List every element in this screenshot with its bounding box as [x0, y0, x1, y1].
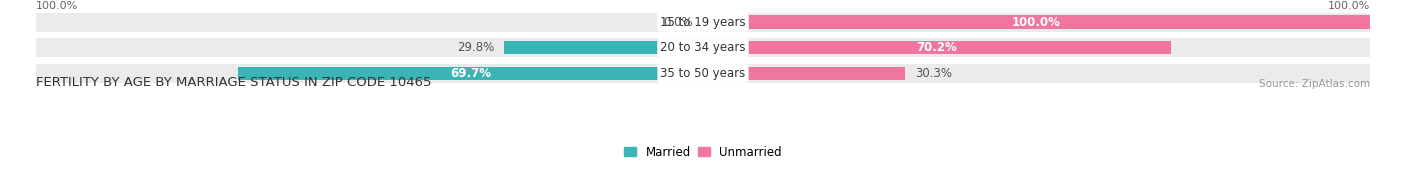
Text: 100.0%: 100.0%: [1012, 16, 1062, 29]
Bar: [703, 67, 905, 80]
Legend: Married, Unmarried: Married, Unmarried: [620, 141, 786, 163]
Text: 69.7%: 69.7%: [450, 67, 491, 80]
Text: 100.0%: 100.0%: [1327, 1, 1369, 11]
Text: 0.0%: 0.0%: [664, 16, 693, 29]
Bar: [37, 38, 1369, 57]
Text: 100.0%: 100.0%: [37, 1, 79, 11]
Bar: [238, 67, 703, 80]
Bar: [37, 13, 1369, 32]
Bar: [703, 15, 1369, 29]
Bar: [505, 41, 703, 54]
Text: FERTILITY BY AGE BY MARRIAGE STATUS IN ZIP CODE 10465: FERTILITY BY AGE BY MARRIAGE STATUS IN Z…: [37, 76, 432, 89]
Bar: [37, 64, 1369, 83]
Text: 70.2%: 70.2%: [917, 41, 957, 54]
Text: 35 to 50 years: 35 to 50 years: [661, 67, 745, 80]
Text: 29.8%: 29.8%: [457, 41, 495, 54]
Text: 20 to 34 years: 20 to 34 years: [661, 41, 745, 54]
Text: 15 to 19 years: 15 to 19 years: [661, 16, 745, 29]
Text: 30.3%: 30.3%: [915, 67, 952, 80]
Bar: [703, 41, 1171, 54]
Text: Source: ZipAtlas.com: Source: ZipAtlas.com: [1258, 79, 1369, 89]
